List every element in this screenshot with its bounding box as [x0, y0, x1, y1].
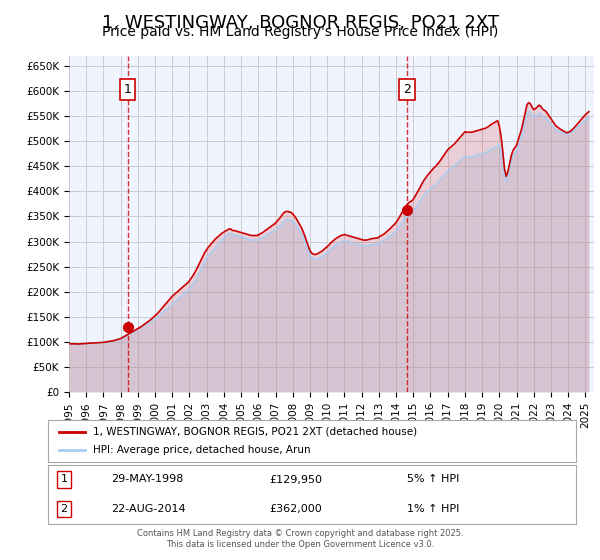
1, WESTINGWAY, BOGNOR REGIS, PO21 2XT (detached house): [65, 340, 73, 347]
1, WESTINGWAY, BOGNOR REGIS, PO21 2XT (detached house): [74, 340, 81, 347]
Text: 1: 1: [124, 83, 131, 96]
HPI: Average price, detached house, Arun: (2.02e+03, 5.18e+05): Average price, detached house, Arun: (2.…: [568, 129, 575, 136]
1, WESTINGWAY, BOGNOR REGIS, PO21 2XT (detached house): [150, 314, 157, 321]
Text: £129,950: £129,950: [270, 474, 323, 484]
1, WESTINGWAY, BOGNOR REGIS, PO21 2XT (detached house): [296, 221, 303, 228]
HPI: Average price, detached house, Arun: (2e+03, 1.43e+05): Average price, detached house, Arun: (2e…: [150, 317, 157, 324]
HPI: Average price, detached house, Arun: (2e+03, 9.76e+04): Average price, detached house, Arun: (2e…: [97, 340, 104, 347]
Line: HPI: Average price, detached house, Arun: HPI: Average price, detached house, Arun: [69, 111, 589, 344]
Text: £362,000: £362,000: [270, 504, 323, 514]
1, WESTINGWAY, BOGNOR REGIS, PO21 2XT (detached house): [97, 339, 104, 346]
HPI: Average price, detached house, Arun: (2.01e+03, 3.22e+05): Average price, detached house, Arun: (2.…: [296, 227, 303, 234]
HPI: Average price, detached house, Arun: (2.02e+03, 5.6e+05): Average price, detached house, Arun: (2.…: [525, 108, 532, 115]
Text: 2: 2: [403, 83, 411, 96]
1, WESTINGWAY, BOGNOR REGIS, PO21 2XT (detached house): [239, 230, 247, 236]
Text: 1: 1: [61, 474, 67, 484]
1, WESTINGWAY, BOGNOR REGIS, PO21 2XT (detached house): [525, 99, 532, 106]
Text: HPI: Average price, detached house, Arun: HPI: Average price, detached house, Arun: [93, 445, 311, 455]
1, WESTINGWAY, BOGNOR REGIS, PO21 2XT (detached house): [568, 127, 575, 134]
HPI: Average price, detached house, Arun: (2e+03, 9.5e+04): Average price, detached house, Arun: (2e…: [65, 341, 73, 348]
Text: Contains HM Land Registry data © Crown copyright and database right 2025.
This d: Contains HM Land Registry data © Crown c…: [137, 529, 463, 549]
Text: 29-MAY-1998: 29-MAY-1998: [112, 474, 184, 484]
Text: 2: 2: [60, 504, 67, 514]
Text: 22-AUG-2014: 22-AUG-2014: [112, 504, 186, 514]
HPI: Average price, detached house, Arun: (2.03e+03, 5.48e+05): Average price, detached house, Arun: (2.…: [585, 114, 592, 120]
Text: 5% ↑ HPI: 5% ↑ HPI: [407, 474, 460, 484]
Line: 1, WESTINGWAY, BOGNOR REGIS, PO21 2XT (detached house): 1, WESTINGWAY, BOGNOR REGIS, PO21 2XT (d…: [69, 102, 589, 344]
Text: 1% ↑ HPI: 1% ↑ HPI: [407, 504, 460, 514]
HPI: Average price, detached house, Arun: (2e+03, 9.48e+04): Average price, detached house, Arun: (2e…: [74, 341, 81, 348]
Text: 1, WESTINGWAY, BOGNOR REGIS, PO21 2XT (detached house): 1, WESTINGWAY, BOGNOR REGIS, PO21 2XT (d…: [93, 427, 417, 437]
HPI: Average price, detached house, Arun: (2.01e+03, 3.36e+05): Average price, detached house, Arun: (2.…: [279, 220, 286, 227]
1, WESTINGWAY, BOGNOR REGIS, PO21 2XT (detached house): [585, 108, 592, 115]
Text: 1, WESTINGWAY, BOGNOR REGIS, PO21 2XT: 1, WESTINGWAY, BOGNOR REGIS, PO21 2XT: [101, 14, 499, 32]
HPI: Average price, detached house, Arun: (2.01e+03, 3.08e+05): Average price, detached house, Arun: (2.…: [239, 234, 247, 241]
1, WESTINGWAY, BOGNOR REGIS, PO21 2XT (detached house): [279, 211, 286, 218]
Text: Price paid vs. HM Land Registry's House Price Index (HPI): Price paid vs. HM Land Registry's House …: [102, 25, 498, 39]
